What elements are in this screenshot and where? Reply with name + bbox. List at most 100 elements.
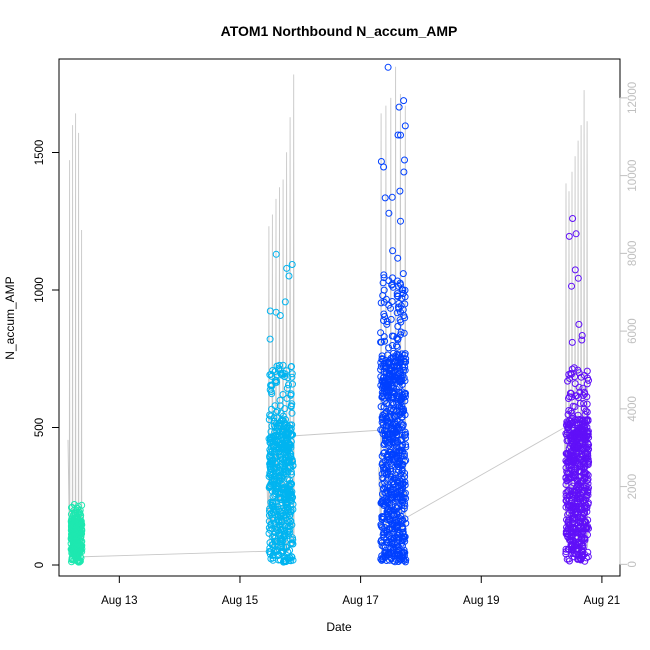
data-point <box>402 519 410 527</box>
data-point <box>377 403 385 411</box>
data-point <box>281 527 288 535</box>
data-point <box>565 546 573 554</box>
data-point <box>566 557 573 565</box>
data-point <box>279 369 287 377</box>
data-point <box>388 461 396 469</box>
data-point <box>562 430 570 438</box>
data-point <box>391 420 398 427</box>
data-point <box>276 396 284 404</box>
data-point <box>266 439 274 446</box>
x-tick-label: Aug 19 <box>463 595 499 607</box>
data-point <box>383 538 391 546</box>
data-point <box>284 555 292 562</box>
data-point <box>572 488 579 496</box>
data-point <box>285 508 293 516</box>
chart-title: ATOM1 Northbound N_accum_AMP <box>221 23 458 39</box>
data-point <box>584 457 592 465</box>
data-point <box>76 557 84 565</box>
data-point <box>387 315 395 323</box>
data-point <box>379 279 387 287</box>
data-point <box>381 194 389 202</box>
data-point <box>395 300 403 307</box>
data-point <box>386 487 394 495</box>
data-point <box>278 518 286 526</box>
data-point <box>568 282 575 290</box>
data-point <box>581 536 589 544</box>
data-point <box>563 516 570 524</box>
data-point <box>377 299 385 307</box>
data-point <box>570 364 578 372</box>
data-point <box>384 430 392 438</box>
data-point <box>397 420 405 428</box>
data-point <box>578 332 586 339</box>
data-point <box>382 295 390 303</box>
data-point <box>276 439 284 447</box>
y-tick-label: 1000 <box>34 277 46 303</box>
data-point <box>281 298 289 306</box>
data-point <box>268 372 276 380</box>
data-point <box>380 441 388 449</box>
series-points <box>265 250 297 566</box>
data-point <box>383 439 391 447</box>
data-point <box>387 501 395 509</box>
data-point <box>377 536 385 544</box>
data-point <box>401 358 409 365</box>
data-point <box>569 507 577 515</box>
data-point <box>576 425 584 433</box>
data-point <box>397 131 404 139</box>
data-point <box>383 415 391 423</box>
data-point <box>385 549 393 557</box>
data-point <box>388 342 396 349</box>
data-point <box>380 163 388 171</box>
data-point <box>288 491 295 499</box>
data-point <box>564 420 572 428</box>
data-point <box>377 381 385 389</box>
data-point <box>566 456 574 464</box>
data-point <box>74 502 82 510</box>
data-point <box>584 461 592 469</box>
data-point <box>380 271 388 279</box>
data-point <box>399 525 407 533</box>
data-point <box>578 336 586 344</box>
data-point <box>285 272 293 280</box>
data-point <box>563 449 571 457</box>
data-point <box>401 122 409 130</box>
data-point <box>581 449 589 457</box>
data-point <box>377 373 385 381</box>
series-points <box>562 215 593 565</box>
data-point <box>282 495 290 503</box>
data-point <box>67 510 75 518</box>
data-point <box>572 444 580 452</box>
data-point <box>266 307 274 315</box>
data-point <box>286 512 293 520</box>
data-point <box>266 335 274 343</box>
data-point <box>288 480 296 488</box>
data-point <box>400 505 408 513</box>
data-point <box>77 535 84 543</box>
data-point <box>283 395 291 402</box>
x-tick-label: Aug 15 <box>222 595 258 607</box>
data-point <box>393 292 401 300</box>
data-point <box>399 461 407 469</box>
data-point <box>402 389 409 397</box>
data-point <box>276 452 283 460</box>
data-point <box>265 529 273 537</box>
data-point <box>391 532 399 540</box>
y2-tick-label: 10000 <box>627 160 639 192</box>
data-point <box>273 516 281 524</box>
data-point <box>266 435 274 442</box>
data-point <box>276 463 284 471</box>
data-point <box>564 411 572 418</box>
data-point <box>584 430 592 437</box>
data-point <box>380 333 388 341</box>
data-point <box>386 407 394 415</box>
data-point <box>567 487 575 495</box>
data-point <box>265 473 273 480</box>
data-point <box>271 534 279 542</box>
data-point <box>583 523 590 531</box>
data-point <box>394 459 402 467</box>
data-point <box>399 290 407 297</box>
data-point <box>568 393 576 401</box>
data-point <box>396 187 404 195</box>
